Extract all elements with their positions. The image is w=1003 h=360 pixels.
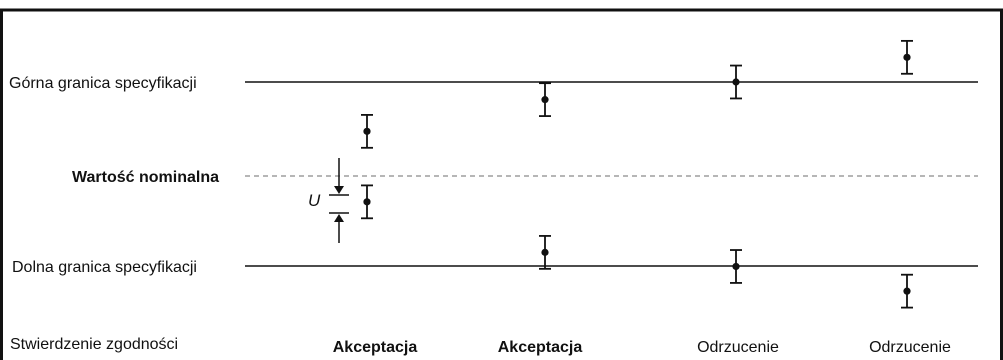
error-bar: [539, 235, 551, 270]
measurement-point: [541, 96, 549, 104]
measurement-point: [363, 198, 371, 206]
conformity-row-label: Stwierdzenie zgodności: [10, 336, 178, 353]
decision-label: Akceptacja: [333, 339, 418, 356]
uncertainty-label: U: [308, 191, 321, 210]
lower-limit-label: Dolna granica specyfikacji: [12, 259, 197, 276]
measurement-point: [541, 248, 549, 256]
uncertainty-marker: U: [308, 158, 349, 243]
measurement-point: [903, 287, 911, 295]
error-bars: [361, 39, 913, 309]
error-bar: [901, 39, 913, 75]
measurement-point: [363, 127, 371, 135]
decision-label: Akceptacja: [498, 339, 583, 356]
error-bar: [361, 184, 373, 220]
measurement-point: [732, 78, 740, 86]
decision-label: Odrzucenie: [869, 339, 951, 356]
measurement-point: [903, 53, 911, 61]
error-bar: [901, 273, 913, 309]
measurement-point: [732, 262, 740, 271]
decision-label: Odrzucenie: [697, 339, 779, 356]
nominal-label: Wartość nominalna: [72, 169, 219, 186]
error-bar: [730, 249, 742, 284]
error-bar: [539, 82, 551, 117]
error-bar: [730, 64, 742, 100]
error-bar: [361, 114, 373, 149]
upper-limit-label: Górna granica specyfikacji: [9, 75, 197, 92]
